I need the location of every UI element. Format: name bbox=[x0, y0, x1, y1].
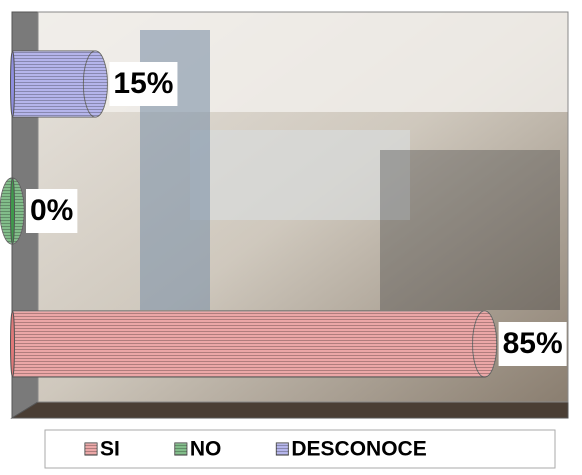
bar bbox=[10, 50, 108, 118]
bar-cap-hatch bbox=[83, 51, 108, 117]
legend-item: NO bbox=[174, 438, 222, 461]
bar-base bbox=[10, 310, 15, 378]
plot-background bbox=[10, 11, 569, 419]
bar-base bbox=[10, 177, 15, 245]
value-label-bg bbox=[109, 62, 178, 106]
value-label-bg bbox=[26, 189, 78, 233]
bar-hatch bbox=[12, 311, 485, 377]
bar bbox=[10, 310, 498, 378]
bar-hatch bbox=[12, 51, 96, 117]
legend-swatch-hatch bbox=[174, 443, 187, 455]
value-label: 85% bbox=[503, 327, 563, 360]
bar bbox=[0, 177, 25, 245]
value-label-bg bbox=[498, 322, 567, 366]
legend-item: SI bbox=[84, 438, 120, 461]
bar-cap-hatch bbox=[472, 311, 497, 377]
value-label: 15% bbox=[113, 67, 173, 100]
value-label: 0% bbox=[30, 194, 73, 227]
legend-box bbox=[44, 429, 556, 469]
legend-swatch-hatch bbox=[276, 443, 289, 455]
legend-label: DESCONOCE bbox=[291, 438, 426, 461]
legend-label: SI bbox=[100, 438, 120, 461]
legend-swatch-hatch bbox=[85, 443, 97, 455]
legend-label: NO bbox=[190, 438, 222, 461]
legend-item: DESCONOCE bbox=[275, 438, 427, 461]
bar-base bbox=[10, 50, 15, 118]
